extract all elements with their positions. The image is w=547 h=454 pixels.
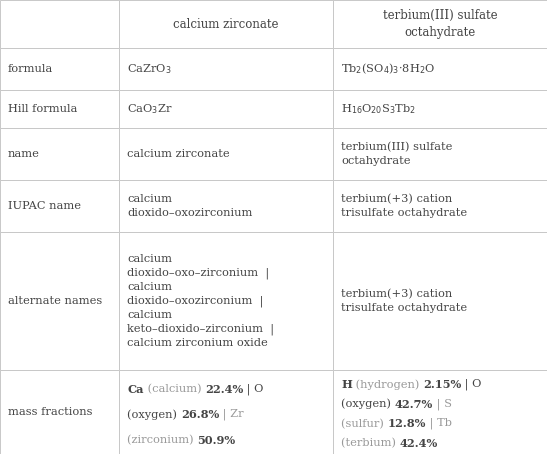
Text: terbium(III) sulfate
octahydrate: terbium(III) sulfate octahydrate	[341, 142, 452, 166]
Text: calcium
dioxido–oxo–zirconium  |
calcium
dioxido–oxozirconium  |
calcium
keto–di: calcium dioxido–oxo–zirconium | calcium …	[127, 254, 275, 348]
Text: 50.9%: 50.9%	[197, 434, 236, 445]
Text: 2.15%: 2.15%	[423, 379, 461, 390]
Text: calcium zirconate: calcium zirconate	[173, 18, 279, 30]
Text: 42.7%: 42.7%	[395, 399, 433, 410]
Bar	[0, 0, 119, 48]
Text: IUPAC name: IUPAC name	[8, 201, 81, 211]
Bar	[0, 128, 119, 180]
Bar	[333, 90, 547, 128]
Text: CaZrO$_3$: CaZrO$_3$	[127, 62, 172, 76]
Bar	[119, 0, 333, 48]
Text: (oxygen): (oxygen)	[341, 399, 395, 410]
Text: Tb$_2$(SO$_4$)$_3$·8H$_2$O: Tb$_2$(SO$_4$)$_3$·8H$_2$O	[341, 62, 435, 76]
Text: name: name	[8, 149, 40, 159]
Text: (zirconium): (zirconium)	[127, 435, 197, 445]
Bar	[119, 48, 333, 90]
Bar	[333, 0, 547, 48]
Text: (calcium): (calcium)	[144, 384, 205, 394]
Text: terbium(III) sulfate
octahydrate: terbium(III) sulfate octahydrate	[383, 9, 497, 39]
Text: H: H	[341, 379, 352, 390]
Text: Hill formula: Hill formula	[8, 104, 77, 114]
Text: (sulfur): (sulfur)	[341, 419, 388, 429]
Bar	[0, 180, 119, 232]
Bar	[119, 232, 333, 370]
Bar	[333, 232, 547, 370]
Text: Ca: Ca	[127, 384, 144, 395]
Bar	[333, 128, 547, 180]
Text: terbium(+3) cation
trisulfate octahydrate: terbium(+3) cation trisulfate octahydrat…	[341, 194, 467, 218]
Text: (hydrogen): (hydrogen)	[352, 380, 423, 390]
Text: (oxygen): (oxygen)	[127, 409, 181, 420]
Bar	[0, 90, 119, 128]
Bar	[0, 370, 119, 454]
Text: | O: | O	[461, 379, 481, 390]
Text: H$_{16}$O$_{20}$S$_3$Tb$_2$: H$_{16}$O$_{20}$S$_3$Tb$_2$	[341, 102, 416, 116]
Text: 42.4%: 42.4%	[400, 438, 438, 449]
Bar	[0, 48, 119, 90]
Text: calcium zirconate: calcium zirconate	[127, 149, 230, 159]
Bar	[333, 370, 547, 454]
Text: 22.4%: 22.4%	[205, 384, 243, 395]
Text: | Zr: | Zr	[219, 409, 244, 420]
Text: terbium(+3) cation
trisulfate octahydrate: terbium(+3) cation trisulfate octahydrat…	[341, 289, 467, 313]
Bar	[119, 128, 333, 180]
Text: alternate names: alternate names	[8, 296, 102, 306]
Text: formula: formula	[8, 64, 53, 74]
Bar	[333, 48, 547, 90]
Bar	[119, 370, 333, 454]
Text: (terbium): (terbium)	[341, 438, 400, 449]
Text: | Tb: | Tb	[426, 418, 452, 429]
Bar	[0, 232, 119, 370]
Text: CaO$_3$Zr: CaO$_3$Zr	[127, 102, 173, 116]
Bar	[119, 90, 333, 128]
Bar	[333, 180, 547, 232]
Text: 12.8%: 12.8%	[388, 418, 426, 429]
Text: calcium
dioxido–oxozirconium: calcium dioxido–oxozirconium	[127, 194, 253, 217]
Text: mass fractions: mass fractions	[8, 407, 92, 417]
Text: | O: | O	[243, 383, 264, 395]
Bar	[119, 180, 333, 232]
Text: | S: | S	[433, 399, 452, 410]
Text: 26.8%: 26.8%	[181, 409, 219, 420]
